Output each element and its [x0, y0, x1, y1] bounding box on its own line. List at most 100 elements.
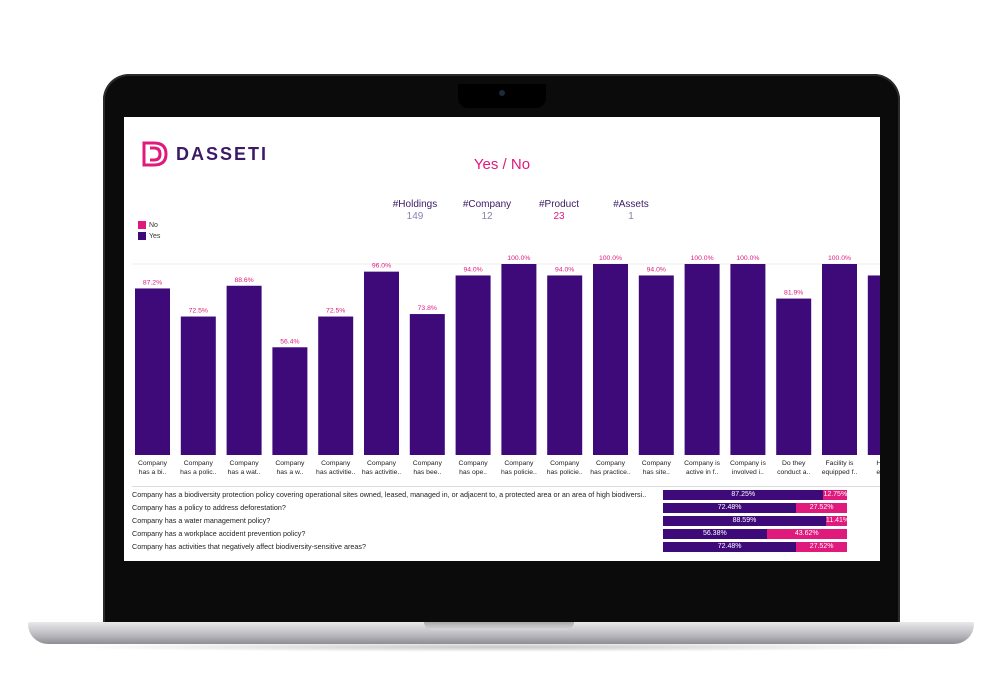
data-label: 94.0%	[555, 266, 574, 273]
segment-no[interactable]: 12.75%	[823, 490, 847, 500]
category-label: Company	[184, 460, 214, 467]
legend-swatch-no	[138, 221, 146, 229]
category-label: Company	[230, 460, 260, 467]
category-label: has policie..	[501, 469, 537, 476]
bar-yes[interactable]	[547, 275, 583, 455]
category-label: active in f..	[686, 469, 719, 476]
table-row[interactable]: Company has a policy to address deforest…	[132, 502, 880, 515]
segment-no[interactable]: 27.52%	[796, 542, 847, 552]
stacked-bar[interactable]: 88.59% 11.41%	[663, 516, 880, 526]
segment-no[interactable]: 27.52%	[796, 503, 847, 513]
kpi-product: #Product 23	[523, 199, 595, 222]
bar-yes[interactable]	[638, 275, 674, 455]
data-label: 94.0%	[647, 266, 666, 273]
laptop-base	[28, 622, 974, 644]
category-label: Do they	[782, 460, 806, 467]
bar-yes[interactable]	[318, 316, 354, 455]
laptop-shadow	[60, 642, 940, 652]
table-row[interactable]: Company has a water management policy? 88…	[132, 515, 880, 528]
bar-yes[interactable]	[593, 264, 628, 455]
table-row[interactable]: Company has a workplace accident prevent…	[132, 528, 880, 541]
category-label: conduct a..	[777, 469, 810, 476]
bar-yes[interactable]	[684, 264, 720, 455]
category-label: Company	[550, 460, 580, 467]
legend-item-no[interactable]: No	[138, 221, 160, 229]
segment-yes[interactable]: 87.25%	[663, 490, 824, 500]
data-label: 72.5%	[189, 308, 208, 315]
bar-yes[interactable]	[730, 264, 766, 455]
kpi-holdings: #Holdings 149	[379, 199, 451, 222]
question-text: Company has a policy to address deforest…	[132, 503, 286, 512]
stacked-bar[interactable]: 56.38% 43.62%	[663, 529, 880, 539]
category-label: has activitie..	[316, 469, 355, 476]
segment-yes[interactable]: 88.59%	[663, 516, 826, 526]
table-row[interactable]: Company has activities that negatively a…	[132, 541, 880, 554]
data-label: 81.9%	[784, 290, 803, 297]
category-label: has activitie..	[362, 469, 401, 476]
dasseti-logo[interactable]: DASSETI	[142, 141, 268, 167]
data-label: 100.0%	[691, 255, 714, 262]
dasseti-logo-icon	[142, 141, 168, 167]
stacked-bar[interactable]: 87.25% 12.75%	[663, 490, 880, 500]
bar-yes[interactable]	[455, 275, 491, 455]
category-label: has bee..	[413, 469, 441, 476]
laptop-base-groove	[424, 622, 574, 630]
legend-item-yes[interactable]: Yes	[138, 232, 160, 240]
segment-yes[interactable]: 56.38%	[663, 529, 767, 539]
question-text: Company has a workplace accident prevent…	[132, 529, 306, 538]
data-label: 72.5%	[326, 308, 345, 315]
category-label: Company	[596, 460, 626, 467]
kpi-label: #Holdings	[392, 199, 438, 210]
category-label: Company	[413, 460, 443, 467]
question-text: Company has a water management policy?	[132, 516, 271, 525]
logo-text: DASSETI	[176, 143, 269, 164]
category-label: Company	[138, 460, 168, 467]
bar-yes[interactable]	[272, 347, 308, 455]
data-label: 94.0%	[463, 266, 482, 273]
kpi-company: #Company 12	[451, 199, 523, 222]
bar-chart: 87.2% Company has a bi.. 72.5% Company has a …	[132, 255, 880, 476]
category-label: has a wat..	[228, 469, 261, 476]
bar-yes[interactable]	[822, 264, 857, 455]
question-text: Company has activities that negatively a…	[132, 542, 366, 551]
bar-yes[interactable]	[135, 288, 170, 455]
yes-no-table: Company has a biodiversity protection po…	[132, 486, 880, 554]
kpi-row: #Holdings 149 #Company 12 #Product 23 #A…	[379, 199, 667, 222]
data-label: 87.2%	[143, 279, 162, 286]
bar-yes[interactable]	[180, 316, 216, 455]
data-label: 56.4%	[280, 338, 299, 345]
segment-no[interactable]: 43.62%	[766, 529, 847, 539]
bar-yes[interactable]	[501, 264, 537, 455]
category-label: Company	[504, 460, 534, 467]
category-label: emiss	[876, 469, 880, 476]
camera-notch	[458, 84, 546, 108]
segment-no[interactable]: 11.41%	[825, 516, 847, 526]
bar-yes[interactable]	[867, 275, 880, 455]
kpi-label: #Assets	[613, 199, 649, 210]
segment-yes[interactable]: 72.48%	[663, 542, 797, 552]
stacked-bar[interactable]: 72.48% 27.52%	[663, 542, 880, 552]
data-label: 100.0%	[736, 255, 759, 262]
bar-yes[interactable]	[409, 314, 445, 455]
category-label: has a polic..	[180, 469, 216, 476]
kpi-label: #Company	[462, 199, 512, 210]
category-label: Company	[642, 460, 672, 467]
stacked-bar[interactable]: 72.48% 27.52%	[663, 503, 880, 513]
bar-yes[interactable]	[364, 271, 399, 455]
chart-title: Yes / No	[473, 156, 531, 173]
category-label: Company	[275, 460, 305, 467]
category-label: involved i..	[732, 469, 764, 476]
screen: DASSETI Yes / No #Holdings 149 #Company …	[124, 117, 880, 561]
category-label: Company is	[730, 460, 766, 467]
kpi-label: #Product	[538, 199, 580, 210]
table-row[interactable]: Company has a biodiversity protection po…	[132, 489, 880, 502]
data-label: 88.6%	[234, 277, 253, 284]
legend-swatch-yes	[138, 232, 146, 240]
category-label: Company	[321, 460, 351, 467]
bar-yes[interactable]	[776, 298, 812, 455]
segment-yes[interactable]: 72.48%	[663, 503, 797, 513]
kpi-value: 1	[628, 211, 634, 222]
category-label: has a bi..	[139, 469, 167, 476]
bar-yes[interactable]	[226, 285, 262, 455]
table-divider	[132, 486, 880, 487]
